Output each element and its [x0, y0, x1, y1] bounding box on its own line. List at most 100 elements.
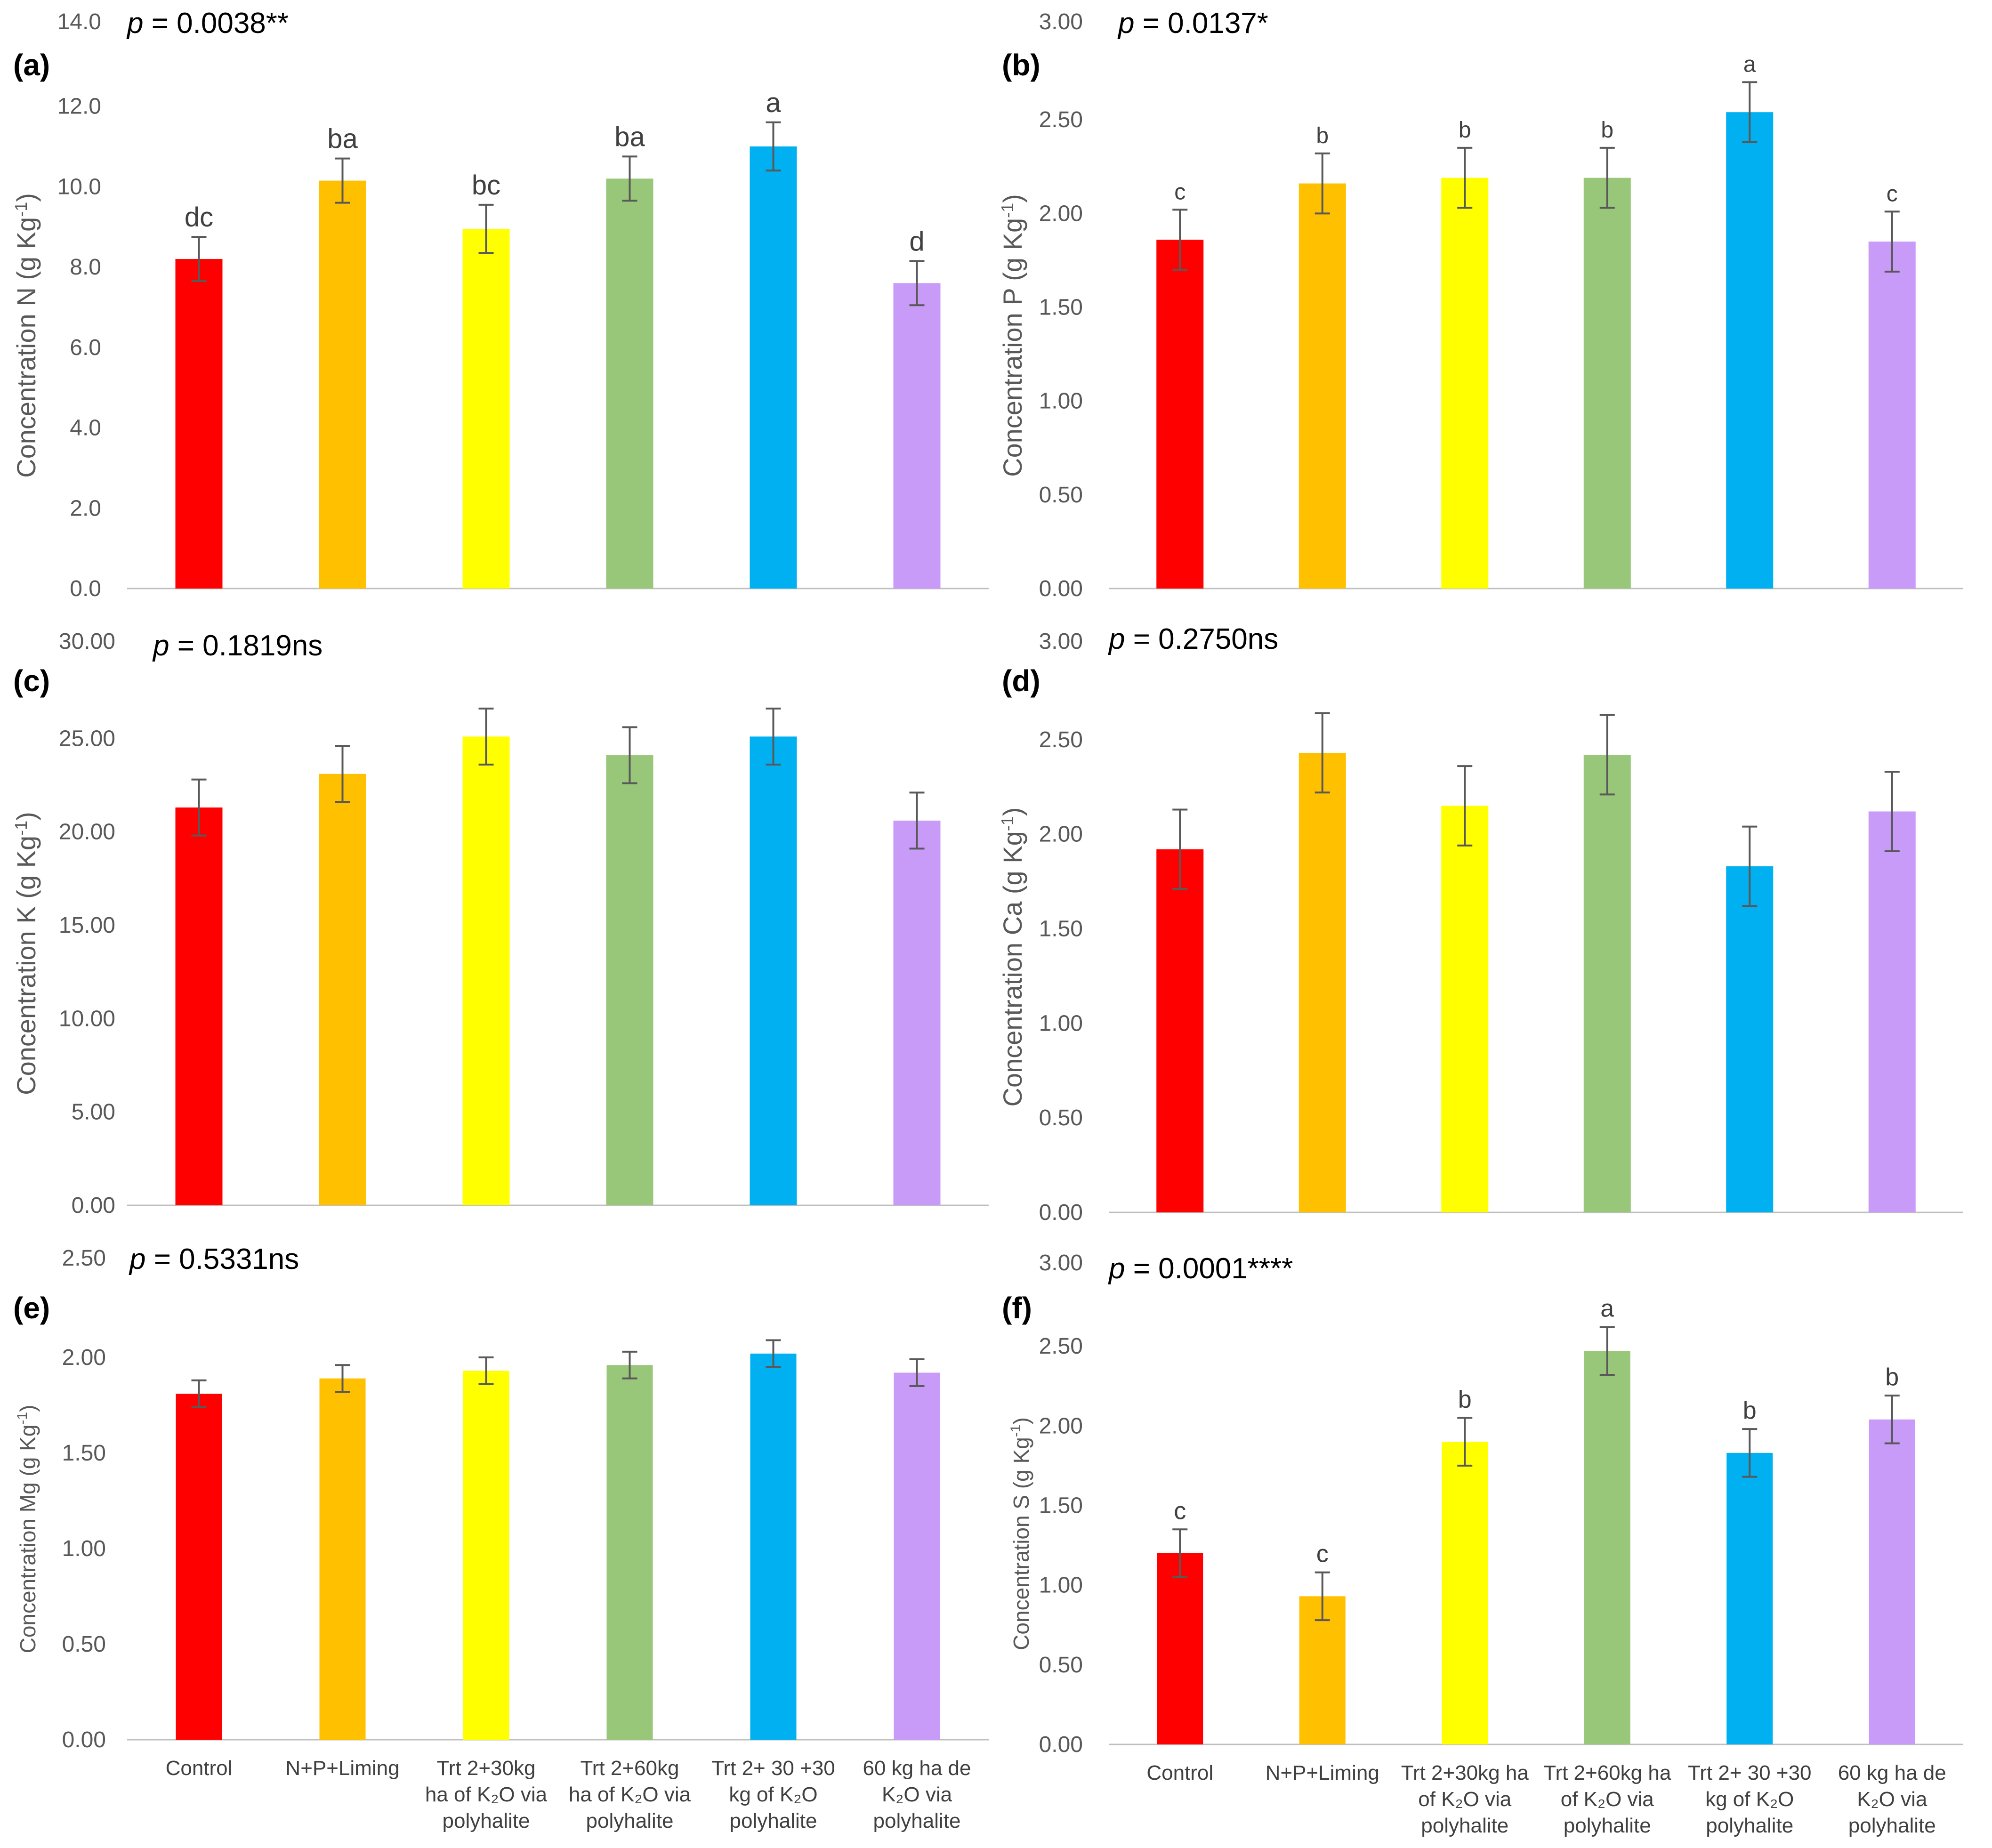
y-axis-label-main: Concentration P (g Kg — [998, 218, 1027, 477]
bar — [606, 755, 653, 1205]
x-tick-label: 60 kg ha de K₂O via polyhalite — [1838, 1761, 1946, 1837]
y-axis-label-sup: -1 — [998, 816, 1017, 831]
y-tick-label: 1.50 — [1039, 1493, 1083, 1518]
bar — [462, 229, 510, 589]
bar — [750, 736, 797, 1205]
significance-letter: a — [1743, 52, 1756, 77]
y-tick-label: 2.0 — [70, 496, 101, 521]
bar — [1868, 811, 1916, 1212]
x-tick-label-line: Control — [1146, 1761, 1213, 1784]
bar — [894, 1372, 940, 1740]
y-tick-label: 0.00 — [72, 1193, 115, 1218]
x-tick-label-line: Trt 2+60kg ha — [1543, 1761, 1671, 1784]
x-tick-label: Trt 2+30kg ha of K₂O via polyhalite — [425, 1757, 548, 1832]
bar — [1156, 240, 1204, 589]
x-tick-label-line: polyhalite — [1848, 1814, 1936, 1837]
y-axis-label-main: Concentration Ca (g Kg — [998, 831, 1027, 1106]
x-tick-label-line: polyhalite — [1706, 1814, 1793, 1837]
y-tick-label: 0.00 — [62, 1727, 106, 1752]
bar — [1868, 242, 1916, 589]
chart-panel-2: (b) p = 0.0137* 3.00 0.00 0.50 1.00 1.50 2.00 2.… — [998, 7, 1963, 601]
x-tick-label-line: ha of K₂O via — [425, 1783, 548, 1806]
y-tick-label: 0.50 — [1039, 1106, 1083, 1130]
x-tick-label-line: kg of K₂O — [729, 1783, 817, 1806]
significance-letter: b — [1458, 1386, 1472, 1413]
bar — [750, 146, 797, 589]
x-tick-label-line: Control — [166, 1757, 233, 1780]
p-value-text: p = 0.0038** — [126, 7, 289, 40]
significance-letter: b — [1316, 123, 1329, 148]
y-tick-label: 0.00 — [1039, 1732, 1083, 1757]
panel-label: (a) — [13, 48, 50, 82]
bar — [319, 774, 366, 1205]
y-tick-label: 1.00 — [1039, 1573, 1083, 1598]
y-axis-label-main: Concentration K (g Kg — [11, 836, 41, 1095]
bar — [1442, 1442, 1488, 1744]
y-tick-label: 1.00 — [1039, 1011, 1083, 1036]
y-tick-label: 2.50 — [1039, 1334, 1083, 1359]
y-tick-label: 20.00 — [59, 820, 115, 845]
y-tick-label: 0.50 — [1039, 483, 1083, 508]
x-tick-label: Trt 2+60kg ha of K₂O via polyhalite — [569, 1757, 691, 1832]
y-axis-label: Concentration P (g Kg-1) — [998, 194, 1027, 477]
panel-label: (f) — [1002, 1291, 1032, 1325]
bar — [1584, 1351, 1630, 1744]
x-tick-label-line: K₂O via — [882, 1783, 952, 1806]
y-tick-label-top: 3.00 — [1039, 629, 1083, 654]
y-tick-label: 0.0 — [70, 576, 101, 601]
y-axis-label-main: Concentration S (g Kg — [1009, 1437, 1033, 1650]
y-tick-label: 12.0 — [57, 94, 101, 119]
significance-letter: ba — [614, 121, 645, 152]
p-value-text: p = 0.0001**** — [1108, 1252, 1293, 1285]
y-axis-label-end: ) — [11, 193, 41, 202]
y-tick-label: 1.00 — [1039, 389, 1083, 414]
y-tick-label-top: 2.50 — [62, 1246, 106, 1271]
chart-panel-1: (a) p = 0.0038** 14.0 0.0 2.0 4.0 6.0 8.0 10.0 12… — [11, 7, 989, 601]
p-symbol: p — [126, 7, 143, 40]
bar — [1583, 754, 1631, 1212]
y-tick-label-top: 30.00 — [59, 629, 115, 654]
y-tick-label: 0.00 — [1039, 1200, 1083, 1225]
bar — [1156, 849, 1204, 1212]
bar — [1441, 806, 1489, 1212]
p-symbol: p — [1108, 623, 1125, 655]
significance-letter: c — [1174, 179, 1186, 204]
bar — [176, 1394, 222, 1740]
y-tick-label: 1.50 — [1039, 917, 1083, 942]
bar — [319, 1378, 366, 1740]
p-value: = 0.0038** — [143, 7, 289, 40]
y-axis-label-main: Concentration Mg (g Kg — [16, 1425, 40, 1654]
significance-letter: b — [1459, 118, 1471, 143]
p-value: = 0.1819ns — [169, 629, 323, 662]
panel-label: (e) — [13, 1291, 50, 1325]
bar — [1583, 178, 1631, 589]
x-tick-label-line: polyhalite — [873, 1809, 961, 1832]
y-axis-label: Concentration N (g Kg-1) — [11, 193, 41, 478]
y-axis-label: Concentration Ca (g Kg-1) — [998, 807, 1027, 1107]
chart-panel-3: (c) p = 0.1819ns 30.00 0.00 5.00 10.00 15.00 20… — [11, 629, 989, 1218]
significance-letter: c — [1316, 1541, 1329, 1568]
bar — [893, 820, 941, 1205]
significance-letter: a — [1600, 1295, 1614, 1323]
p-value-text: p = 0.1819ns — [152, 629, 323, 662]
y-axis-label-main: Concentration N (g Kg — [11, 217, 41, 478]
x-tick-label-line: N+P+Liming — [1266, 1761, 1379, 1784]
bar — [893, 283, 941, 589]
y-axis-label-end: ) — [998, 194, 1027, 203]
y-tick-label: 2.00 — [1039, 1413, 1083, 1438]
chart-panel-4: (d) p = 0.2750ns 3.00 0.00 0.50 1.00 1.50 2.00 2… — [998, 623, 1963, 1225]
p-value-text: p = 0.0137* — [1117, 7, 1268, 40]
panel-label: (d) — [1002, 664, 1040, 698]
x-tick-label-line: N+P+Liming — [285, 1757, 399, 1780]
p-value: = 0.0001**** — [1125, 1252, 1293, 1285]
y-tick-label: 2.00 — [1039, 201, 1083, 226]
y-axis-label-sup: -1 — [998, 203, 1017, 218]
y-tick-label: 2.00 — [62, 1345, 106, 1370]
significance-letter: a — [766, 88, 781, 118]
y-tick-label: 2.00 — [1039, 822, 1083, 847]
p-value-text: p = 0.2750ns — [1108, 623, 1278, 655]
p-symbol: p — [1117, 7, 1134, 40]
y-tick-label: 0.00 — [1039, 576, 1083, 601]
x-tick-label-line: polyhalite — [1564, 1814, 1651, 1837]
